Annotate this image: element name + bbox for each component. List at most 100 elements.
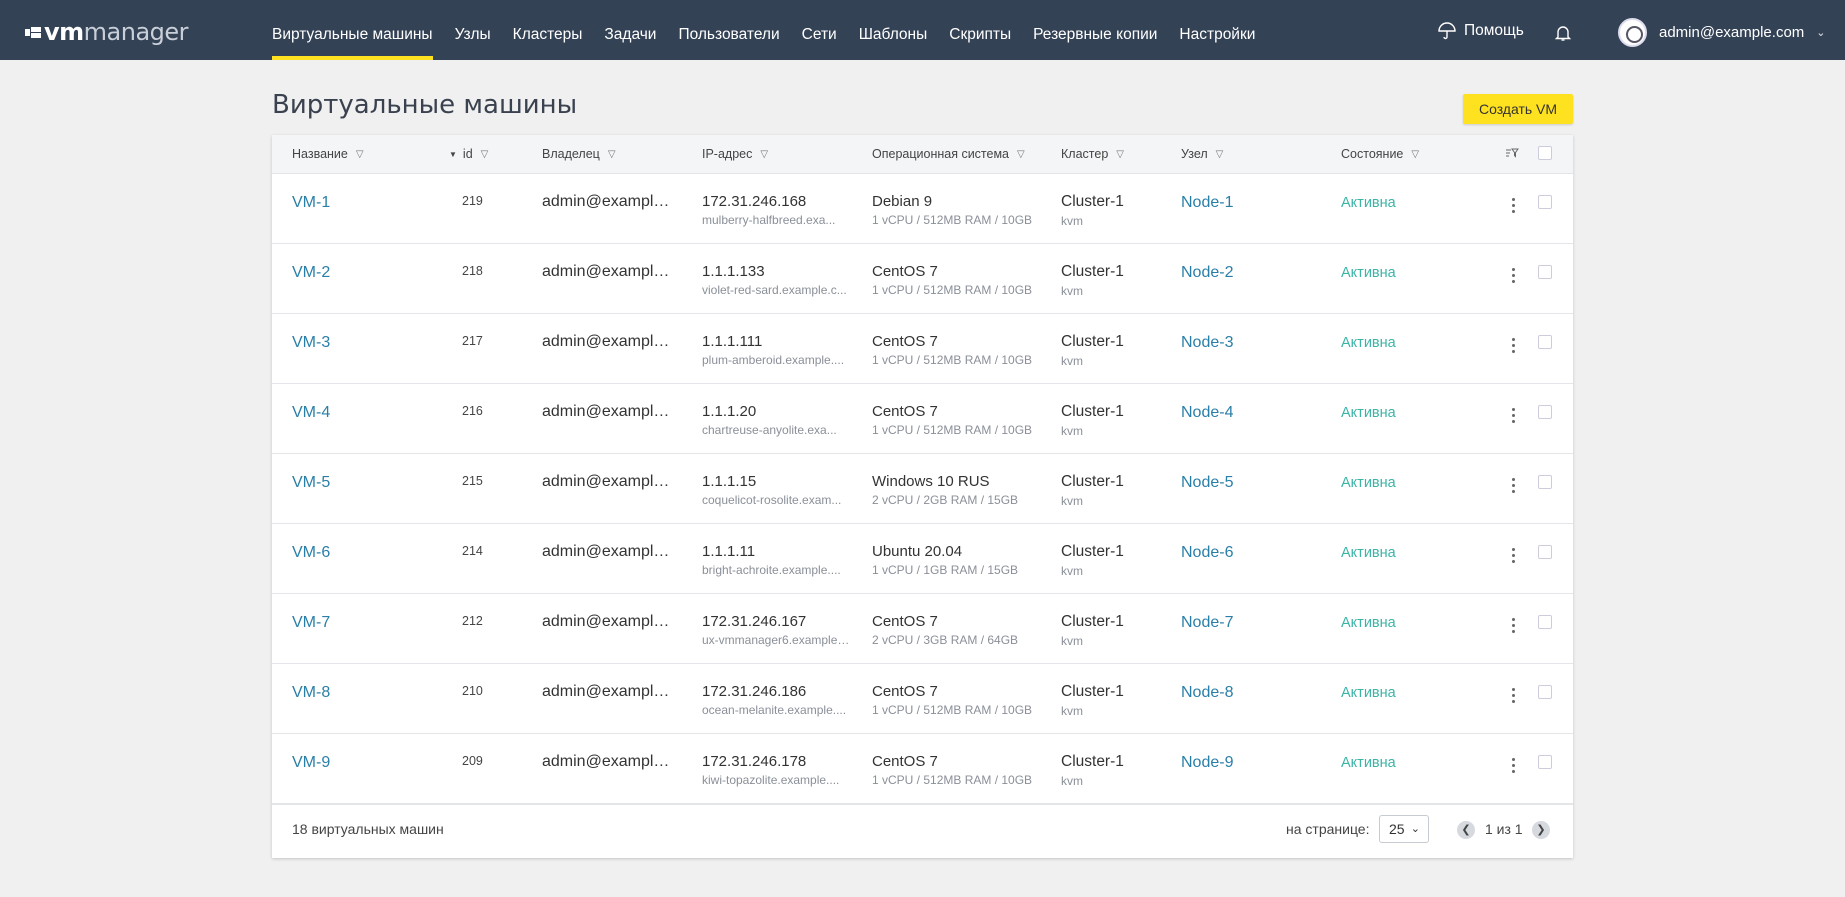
row-menu-button[interactable]: [1507, 195, 1519, 217]
nav-item-settings[interactable]: Настройки: [1179, 26, 1256, 43]
per-page-select[interactable]: 25 ⌄: [1379, 815, 1429, 843]
row-menu-button[interactable]: [1507, 615, 1519, 637]
row-checkbox[interactable]: [1538, 475, 1552, 489]
vm-cluster: Cluster-1 kvm: [1061, 753, 1161, 788]
row-checkbox[interactable]: [1538, 195, 1552, 209]
next-page-button[interactable]: ❯: [1532, 821, 1550, 839]
node-link[interactable]: Node-6: [1181, 544, 1234, 561]
filter-icon[interactable]: ▽: [355, 148, 364, 160]
filter-icon[interactable]: ▽: [1017, 148, 1025, 160]
table-row[interactable]: VM-1 219 admin@example... 172.31.246.168 mul…: [272, 174, 1573, 244]
filter-icon[interactable]: ▽: [1411, 148, 1420, 160]
row-checkbox[interactable]: [1538, 685, 1552, 699]
prev-page-button[interactable]: ❮: [1457, 821, 1475, 839]
row-menu-button[interactable]: [1507, 685, 1519, 707]
table-row[interactable]: VM-7 212 admin@example... 172.31.246.167 ux-…: [272, 594, 1573, 664]
bell-icon: [1554, 26, 1572, 41]
node-link[interactable]: Node-1: [1181, 194, 1234, 211]
table-row[interactable]: VM-8 210 admin@example... 172.31.246.186 oce…: [272, 664, 1573, 734]
row-checkbox[interactable]: [1538, 615, 1552, 629]
row-menu-button[interactable]: [1507, 755, 1519, 777]
row-checkbox[interactable]: [1538, 335, 1552, 349]
row-checkbox[interactable]: [1538, 545, 1552, 559]
hostname: ux-vmmanager6.example....: [702, 633, 850, 647]
nav-item-scripts[interactable]: Скрипты: [949, 26, 1012, 43]
nav-item-backups[interactable]: Резервные копии: [1033, 26, 1158, 43]
column-header-state[interactable]: Состояние ▽: [1341, 147, 1419, 161]
row-menu-button[interactable]: [1507, 335, 1519, 357]
create-vm-button[interactable]: Создать VM: [1463, 94, 1573, 124]
vm-name-link[interactable]: VM-5: [292, 474, 331, 491]
row-menu-button[interactable]: [1507, 545, 1519, 567]
nav-item-users[interactable]: Пользователи: [678, 26, 780, 43]
chevron-down-icon: ⌄: [1410, 823, 1420, 835]
vm-name-link[interactable]: VM-2: [292, 264, 331, 281]
column-label-id: id: [462, 147, 473, 161]
row-checkbox[interactable]: [1538, 755, 1552, 769]
filter-icon[interactable]: ▽: [1116, 148, 1124, 160]
column-label-node: Узел: [1181, 147, 1208, 161]
row-menu-button[interactable]: [1507, 265, 1519, 287]
row-checkbox[interactable]: [1538, 265, 1552, 279]
node-link[interactable]: Node-5: [1181, 474, 1234, 491]
os-name: Windows 10 RUS: [872, 473, 990, 490]
table-row[interactable]: VM-3 217 admin@example... 1.1.1.111 plum-amb…: [272, 314, 1573, 384]
select-all-checkbox[interactable]: [1538, 146, 1552, 160]
vmmanager-logo[interactable]: vm manager: [25, 18, 189, 46]
row-checkbox[interactable]: [1538, 405, 1552, 419]
column-header-owner[interactable]: Владелец ▽: [542, 147, 616, 161]
vm-name-link[interactable]: VM-1: [292, 194, 331, 211]
column-header-node[interactable]: Узел ▽: [1181, 147, 1223, 161]
column-header-os[interactable]: Операционная система ▽: [872, 147, 1025, 161]
column-label-os: Операционная система: [872, 147, 1010, 161]
os-name: Ubuntu 20.04: [872, 543, 963, 560]
vm-id: 217: [462, 334, 483, 348]
vm-os: CentOS 7 2 vCPU / 3GB RAM / 64GB: [872, 613, 1042, 647]
hostname: ocean-melanite.example....: [702, 703, 847, 717]
filter-icon[interactable]: ▽: [1215, 148, 1224, 160]
nav-item-vms[interactable]: Виртуальные машины: [272, 0, 433, 60]
node-link[interactable]: Node-7: [1181, 614, 1234, 631]
vm-name-link[interactable]: VM-4: [292, 404, 331, 421]
nav-item-networks[interactable]: Сети: [801, 26, 837, 43]
vm-resources: 1 vCPU / 512MB RAM / 10GB: [872, 283, 1033, 297]
filter-icon[interactable]: ▽: [480, 148, 489, 160]
row-menu-button[interactable]: [1507, 405, 1519, 427]
vm-name-link[interactable]: VM-9: [292, 754, 331, 771]
node-link[interactable]: Node-4: [1181, 404, 1234, 421]
top-navbar: vm manager Виртуальные машины Узлы Класте…: [0, 0, 1845, 60]
chevron-left-icon: ❮: [1461, 824, 1471, 836]
column-header-name[interactable]: Название ▽: [292, 147, 364, 161]
vm-name-link[interactable]: VM-7: [292, 614, 331, 631]
vm-ip: 172.31.246.186 ocean-melanite.example....: [702, 683, 850, 717]
column-header-ip[interactable]: IP-адрес ▽: [702, 147, 768, 161]
column-settings-button[interactable]: [1505, 147, 1519, 159]
column-header-cluster[interactable]: Кластер ▽: [1061, 147, 1124, 161]
help-link[interactable]: Помощь: [1438, 22, 1524, 40]
table-row[interactable]: VM-9 209 admin@example... 172.31.246.178 kiw…: [272, 734, 1573, 804]
hostname: violet-red-sard.example.c...: [702, 283, 847, 297]
node-link[interactable]: Node-8: [1181, 684, 1234, 701]
filter-icon[interactable]: ▽: [607, 148, 616, 160]
nav-item-templates[interactable]: Шаблоны: [858, 26, 928, 43]
vm-name-link[interactable]: VM-8: [292, 684, 331, 701]
user-menu[interactable]: admin@example.com ⌄: [1618, 18, 1826, 47]
filter-icon[interactable]: ▽: [760, 148, 769, 160]
table-row[interactable]: VM-5 215 admin@example... 1.1.1.15 coquelico…: [272, 454, 1573, 524]
node-link[interactable]: Node-9: [1181, 754, 1234, 771]
table-row[interactable]: VM-4 216 admin@example... 1.1.1.20 chartreus…: [272, 384, 1573, 454]
table-row[interactable]: VM-2 218 admin@example... 1.1.1.133 violet-r…: [272, 244, 1573, 314]
nav-item-clusters[interactable]: Кластеры: [512, 26, 583, 43]
nav-item-tasks[interactable]: Задачи: [604, 26, 657, 43]
nav-item-nodes[interactable]: Узлы: [454, 26, 491, 43]
per-page-label: на странице:: [1286, 821, 1370, 837]
row-menu-button[interactable]: [1507, 475, 1519, 497]
status-badge: Активна: [1341, 685, 1396, 701]
node-link[interactable]: Node-3: [1181, 334, 1234, 351]
vm-name-link[interactable]: VM-3: [292, 334, 331, 351]
node-link[interactable]: Node-2: [1181, 264, 1234, 281]
notifications-button[interactable]: [1554, 24, 1572, 47]
column-header-id[interactable]: ▼ id ▽: [449, 147, 488, 161]
table-row[interactable]: VM-6 214 admin@example... 1.1.1.11 bright-ac…: [272, 524, 1573, 594]
vm-name-link[interactable]: VM-6: [292, 544, 331, 561]
